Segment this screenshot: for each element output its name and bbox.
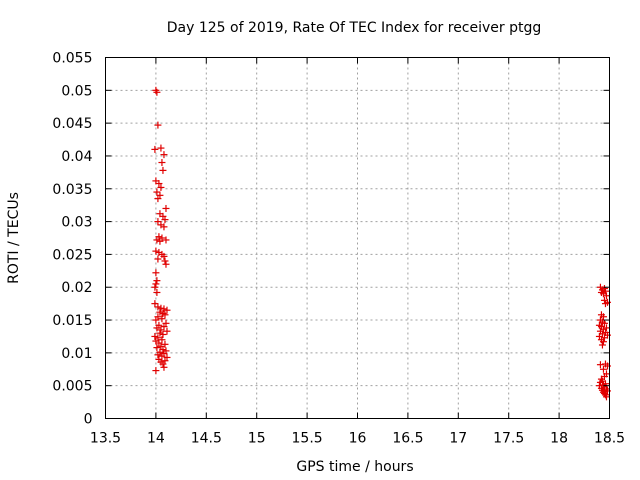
data-point xyxy=(160,223,168,231)
y-tick-label: 0.005 xyxy=(52,379,92,395)
data-point xyxy=(151,300,159,308)
data-point xyxy=(158,315,166,323)
data-point xyxy=(598,341,606,349)
data-point xyxy=(602,324,610,332)
x-tick-label: 14 xyxy=(147,431,165,447)
x-tick-label: 14.5 xyxy=(191,431,222,447)
data-point xyxy=(600,319,608,327)
data-point xyxy=(154,255,162,263)
data-point xyxy=(160,252,168,260)
y-tick-label: 0.03 xyxy=(61,215,92,231)
x-tick-label: 13.5 xyxy=(90,431,121,447)
data-point xyxy=(154,121,162,129)
x-tick-label: 17 xyxy=(449,431,467,447)
chart-title: Day 125 of 2019, Rate Of TEC Index for r… xyxy=(167,20,542,36)
axis-ticks xyxy=(105,57,610,419)
data-point xyxy=(159,330,167,338)
data-point xyxy=(159,360,167,368)
data-point xyxy=(153,188,161,196)
data-point xyxy=(602,393,610,401)
data-point xyxy=(596,361,604,369)
data-point xyxy=(158,159,166,167)
data-point xyxy=(599,365,607,373)
data-point xyxy=(154,303,162,311)
data-point xyxy=(163,327,171,335)
data-point xyxy=(160,305,168,313)
y-tick-label: 0.05 xyxy=(61,83,92,99)
data-point xyxy=(157,304,165,312)
data-point xyxy=(156,329,164,337)
data-point xyxy=(153,277,161,285)
y-tick-label: 0.01 xyxy=(61,346,92,362)
data-point xyxy=(158,352,166,360)
data-point xyxy=(157,144,165,152)
data-points xyxy=(151,86,611,401)
data-point xyxy=(154,195,162,203)
y-tick-label: 0.015 xyxy=(52,313,92,329)
y-tick-label: 0.055 xyxy=(52,51,92,67)
data-point xyxy=(158,336,166,344)
data-point xyxy=(602,292,610,300)
x-tick-label: 15 xyxy=(248,431,266,447)
data-point xyxy=(160,363,168,371)
data-point xyxy=(163,306,171,314)
data-point xyxy=(152,280,160,288)
data-point xyxy=(161,340,169,348)
y-tick-label: 0.025 xyxy=(52,247,92,263)
y-tick-label: 0.045 xyxy=(52,116,92,132)
y-tick-label: 0.04 xyxy=(61,149,92,165)
data-point xyxy=(151,283,159,291)
data-point xyxy=(153,344,161,352)
y-tick-labels: 0 0.005 0.01 0.015 0.02 0.025 0.03 0.035 0.04 0.0… xyxy=(52,51,92,428)
data-point xyxy=(153,288,161,296)
data-point xyxy=(153,88,161,96)
data-point xyxy=(151,145,159,153)
y-tick-label: 0 xyxy=(84,412,93,428)
x-tick-label: 17.5 xyxy=(493,431,524,447)
data-point xyxy=(152,316,160,324)
data-point xyxy=(155,180,163,188)
y-tick-label: 0.02 xyxy=(61,280,92,296)
data-point xyxy=(153,324,161,332)
y-axis-label: ROTI / TECUs xyxy=(6,192,22,284)
x-tick-labels: 13.5 14 14.5 15 15.5 16 16.5 17 17.5 18 18.5 xyxy=(90,431,625,447)
data-point xyxy=(599,338,607,346)
data-point xyxy=(162,260,170,268)
x-tick-label: 15.5 xyxy=(292,431,323,447)
data-point xyxy=(154,218,162,226)
x-axis-label: GPS time / hours xyxy=(296,459,413,475)
x-tick-label: 16 xyxy=(349,431,367,447)
data-point xyxy=(156,308,164,316)
data-point xyxy=(162,204,170,212)
data-point xyxy=(159,166,167,174)
x-tick-label: 16.5 xyxy=(392,431,423,447)
y-tick-label: 0.035 xyxy=(52,182,92,198)
data-point xyxy=(151,332,159,340)
data-point xyxy=(154,351,162,359)
data-point xyxy=(599,313,607,321)
data-point xyxy=(161,257,169,265)
data-point xyxy=(157,326,165,334)
data-point xyxy=(601,300,609,308)
data-point xyxy=(162,236,170,244)
data-point xyxy=(161,311,169,319)
x-tick-label: 18 xyxy=(550,431,568,447)
data-point xyxy=(160,323,168,331)
data-point xyxy=(152,269,160,277)
data-point xyxy=(160,151,168,159)
data-point xyxy=(152,367,160,375)
data-point xyxy=(156,237,164,245)
data-point xyxy=(153,236,161,244)
data-point xyxy=(157,183,165,191)
data-point xyxy=(152,247,160,255)
grid-lines xyxy=(105,57,610,419)
data-point xyxy=(161,216,169,224)
x-tick-label: 18.5 xyxy=(594,431,625,447)
